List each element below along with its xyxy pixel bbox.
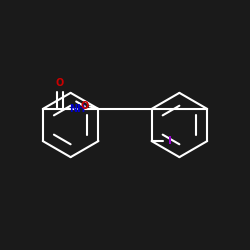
Text: NH: NH <box>69 104 86 114</box>
Text: O: O <box>81 102 89 112</box>
Text: I: I <box>168 136 172 146</box>
Text: O: O <box>56 78 64 88</box>
